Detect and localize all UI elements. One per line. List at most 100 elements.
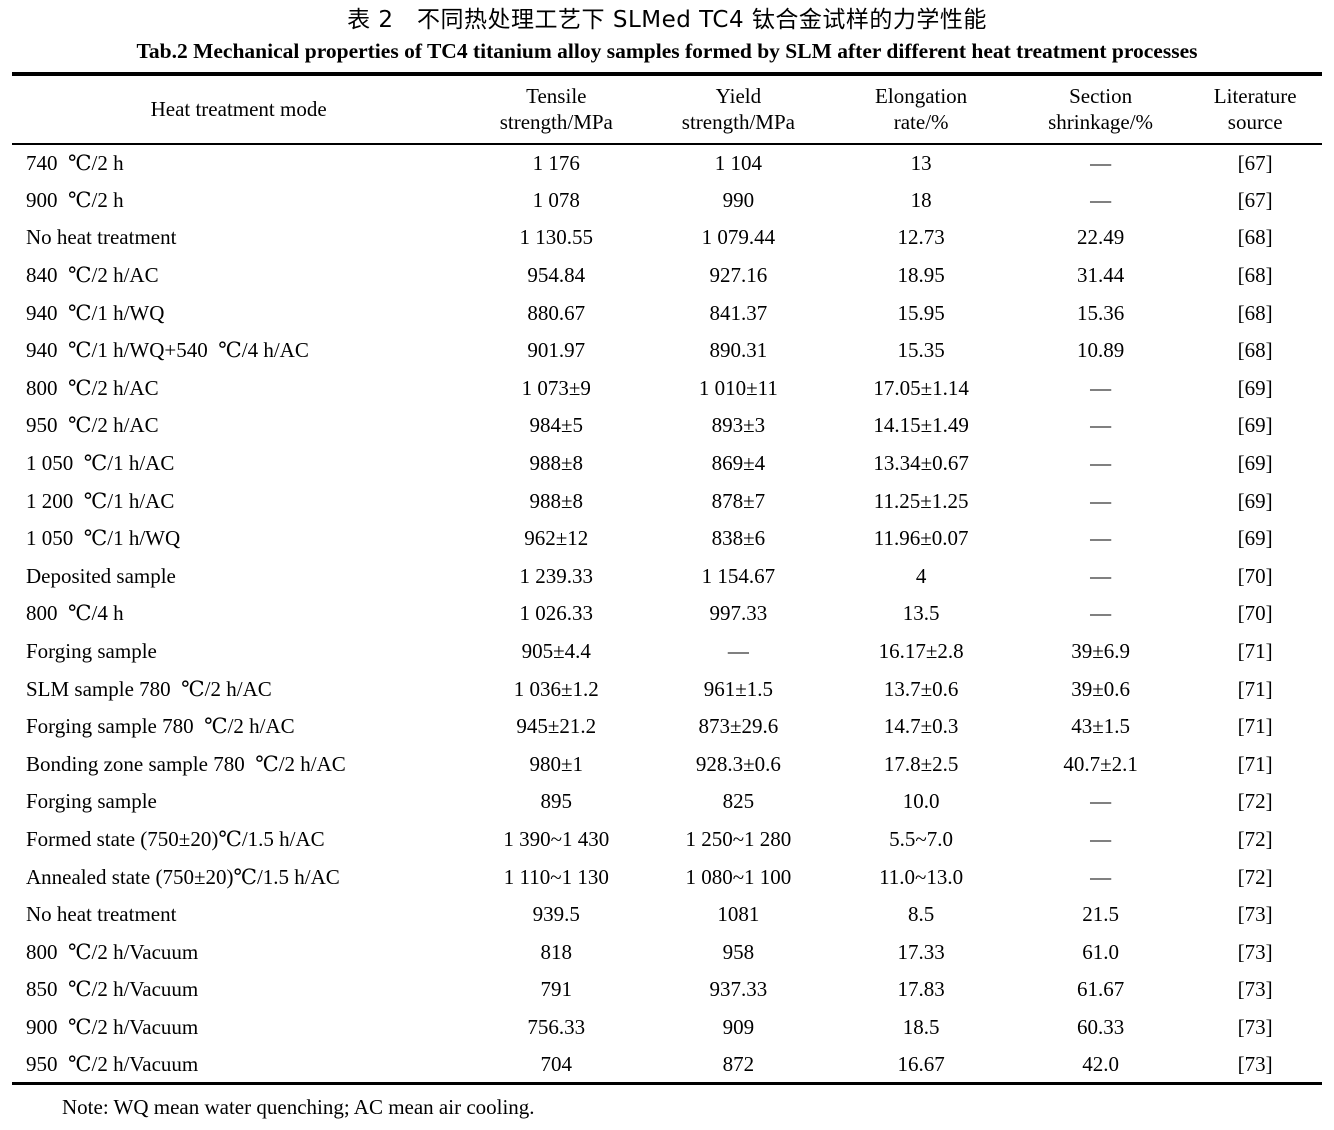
cell-heat-treatment-mode: 940 ℃/1 h/WQ (26, 300, 165, 325)
cell-literature-source: [68] (1237, 338, 1273, 363)
cell-tensile-strength: 791 (540, 977, 573, 1002)
cell-yield-strength: 1 104 (714, 150, 762, 175)
cell-yield-strength: 825 (722, 789, 755, 814)
cell-elongation-rate: 13.5 (902, 601, 940, 626)
cell-heat-treatment-mode: 740 ℃/2 h (26, 150, 124, 175)
cell-tensile-strength: 1 176 (532, 150, 580, 175)
cell-literature-source: [73] (1237, 1051, 1273, 1076)
cell-section-shrinkage: 61.67 (1076, 977, 1125, 1002)
cell-tensile-strength: 1 026.33 (519, 601, 594, 626)
cell-yield-strength: 909 (722, 1014, 755, 1039)
cell-elongation-rate: 4 (915, 563, 927, 588)
cell-heat-treatment-mode: 800 ℃/4 h (26, 601, 124, 626)
cell-section-shrinkage: — (1090, 563, 1112, 588)
mechanical-properties-table: Heat treatment mode Tensile strength/MPa Yi… (12, 72, 1322, 1086)
cell-tensile-strength: 901.97 (527, 338, 586, 363)
table-row: Formed state (750±20)℃/1.5 h/AC 1 390~1 4… (12, 821, 1322, 859)
table-row: 1 050 ℃/1 h/WQ 962±12 838±6 11.96±0.07 — [69] (12, 520, 1322, 558)
cell-yield-strength: 997.33 (709, 601, 768, 626)
cell-yield-strength: 937.33 (709, 977, 768, 1002)
cell-elongation-rate: 18.95 (897, 263, 945, 288)
cell-tensile-strength: 1 390~1 430 (503, 826, 610, 851)
cell-yield-strength: 1 080~1 100 (685, 864, 792, 889)
cell-tensile-strength: 984±5 (529, 413, 584, 438)
cell-yield-strength: — (727, 639, 749, 664)
table-row: No heat treatment 1 130.55 1 079.44 12.73 22… (12, 219, 1322, 257)
cell-yield-strength: 1 079.44 (701, 225, 776, 250)
cell-section-shrinkage: 15.36 (1076, 300, 1125, 325)
cell-heat-treatment-mode: Forging sample (26, 789, 157, 814)
cell-heat-treatment-mode: 900 ℃/2 h (26, 187, 124, 212)
cell-literature-source: [73] (1237, 939, 1273, 964)
cell-heat-treatment-mode: Bonding zone sample 780 ℃/2 h/AC (26, 751, 346, 776)
cell-heat-treatment-mode: 1 200 ℃/1 h/AC (26, 488, 175, 513)
cell-heat-treatment-mode: 940 ℃/1 h/WQ+540 ℃/4 h/AC (26, 338, 309, 363)
cell-tensile-strength: 939.5 (532, 902, 580, 927)
cell-yield-strength: 841.37 (709, 300, 768, 325)
cell-tensile-strength: 1 130.55 (519, 225, 594, 250)
cell-elongation-rate: 11.25±1.25 (873, 488, 969, 513)
table-header-row: Heat treatment mode Tensile strength/MPa Yi… (12, 74, 1322, 144)
cell-tensile-strength: 945±21.2 (516, 714, 597, 739)
table-title-zh: 表 2 不同热处理工艺下 SLMed TC4 钛合金试样的力学性能 (347, 7, 987, 33)
cell-section-shrinkage: 21.5 (1082, 902, 1119, 927)
cell-heat-treatment-mode: SLM sample 780 ℃/2 h/AC (26, 676, 272, 701)
cell-yield-strength: 838±6 (711, 526, 766, 551)
cell-literature-source: [69] (1237, 375, 1273, 400)
table-row: Deposited sample 1 239.33 1 154.67 4 — [70] (12, 558, 1322, 596)
cell-literature-source: [72] (1237, 789, 1273, 814)
cell-yield-strength: 1 250~1 280 (685, 826, 792, 851)
cell-literature-source: [73] (1237, 1014, 1273, 1039)
cell-yield-strength: 961±1.5 (703, 676, 774, 701)
cell-literature-source: [68] (1237, 263, 1273, 288)
cell-elongation-rate: 10.0 (902, 789, 940, 814)
cell-section-shrinkage: 40.7±2.1 (1063, 751, 1138, 776)
table-row: 840 ℃/2 h/AC 954.84 927.16 18.95 31.44 [68] (12, 257, 1322, 295)
cell-elongation-rate: 13.34±0.67 (873, 451, 969, 476)
table-body: 740 ℃/2 h 1 176 1 104 13 — [67] 900 ℃/2 h 1 078… (12, 144, 1322, 1084)
cell-elongation-rate: 11.96±0.07 (873, 526, 969, 551)
table-row: 900 ℃/2 h 1 078 990 18 — [67] (12, 182, 1322, 220)
cell-heat-treatment-mode: No heat treatment (26, 902, 177, 927)
table-row: 1 050 ℃/1 h/AC 988±8 869±4 13.34±0.67 — [69] (12, 445, 1322, 483)
cell-literature-source: [73] (1237, 977, 1273, 1002)
cell-section-shrinkage: 22.49 (1076, 225, 1125, 250)
column-header-heat-treatment-mode: Heat treatment mode (150, 97, 327, 121)
cell-literature-source: [69] (1237, 526, 1273, 551)
cell-elongation-rate: 14.7±0.3 (883, 714, 959, 739)
table-row: Forging sample 905±4.4 — 16.17±2.8 39±6.9 [71… (12, 633, 1322, 671)
cell-elongation-rate: 13 (910, 150, 932, 175)
cell-elongation-rate: 15.35 (897, 338, 945, 363)
cell-yield-strength: 1081 (717, 902, 760, 927)
cell-section-shrinkage: — (1090, 864, 1112, 889)
cell-tensile-strength: 988±8 (529, 488, 584, 513)
table-row: 950 ℃/2 h/AC 984±5 893±3 14.15±1.49 — [69] (12, 407, 1322, 445)
cell-tensile-strength: 988±8 (529, 451, 584, 476)
cell-literature-source: [71] (1237, 751, 1273, 776)
cell-tensile-strength: 704 (540, 1051, 573, 1076)
cell-elongation-rate: 16.17±2.8 (878, 639, 964, 664)
table-title-en: Tab.2 Mechanical properties of TC4 titan… (136, 39, 1198, 63)
cell-section-shrinkage: 43±1.5 (1071, 714, 1130, 739)
cell-elongation-rate: 15.95 (897, 300, 945, 325)
cell-tensile-strength: 962±12 (524, 526, 589, 551)
cell-yield-strength: 927.16 (709, 263, 768, 288)
cell-yield-strength: 1 010±11 (698, 375, 778, 400)
table-row: 900 ℃/2 h/Vacuum 756.33 909 18.5 60.33 [73] (12, 1009, 1322, 1047)
cell-heat-treatment-mode: Annealed state (750±20)℃/1.5 h/AC (26, 864, 340, 889)
cell-tensile-strength: 880.67 (527, 300, 586, 325)
cell-heat-treatment-mode: 840 ℃/2 h/AC (26, 263, 159, 288)
cell-section-shrinkage: — (1090, 187, 1112, 212)
table-row: Annealed state (750±20)℃/1.5 h/AC 1 110~1… (12, 858, 1322, 896)
cell-literature-source: [71] (1237, 714, 1273, 739)
cell-literature-source: [71] (1237, 639, 1273, 664)
cell-literature-source: [68] (1237, 225, 1273, 250)
cell-literature-source: [70] (1237, 601, 1273, 626)
column-header-literature-source: Literature source (1213, 84, 1297, 134)
cell-literature-source: [69] (1237, 413, 1273, 438)
table-row: Forging sample 780 ℃/2 h/AC 945±21.2 873±2… (12, 708, 1322, 746)
cell-literature-source: [69] (1237, 451, 1273, 476)
cell-section-shrinkage: 60.33 (1076, 1014, 1125, 1039)
table-row: 800 ℃/4 h 1 026.33 997.33 13.5 — [70] (12, 595, 1322, 633)
cell-tensile-strength: 756.33 (527, 1014, 586, 1039)
